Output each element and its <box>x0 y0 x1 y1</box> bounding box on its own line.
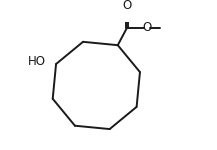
Text: O: O <box>142 21 151 34</box>
Text: HO: HO <box>28 55 46 68</box>
Text: O: O <box>122 0 132 12</box>
